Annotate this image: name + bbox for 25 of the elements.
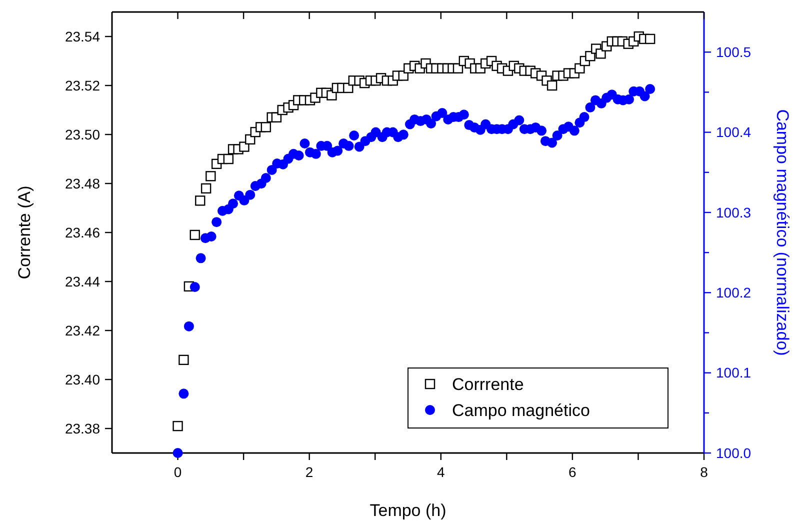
y-tick-label: 23.54 [64, 28, 100, 44]
y2-axis-title: Campo magnético (normalizado) [773, 109, 792, 356]
y-tick-label: 23.52 [64, 77, 100, 94]
y-axis-title: Corrente (A) [15, 186, 34, 280]
y-tick-label: 23.50 [64, 126, 100, 142]
legend-label: Corrrente [452, 374, 524, 394]
x-tick-label: 8 [700, 464, 708, 480]
x-tick-label: 6 [568, 464, 577, 480]
y2-tick-label: 100.0 [716, 444, 752, 461]
y2-tick-label: 100.4 [716, 124, 752, 140]
y-tick-label: 23.48 [64, 175, 100, 192]
y2-tick-label: 100.2 [716, 284, 752, 301]
y-tick-label: 23.44 [64, 273, 100, 290]
y2-tick-label: 100.5 [716, 44, 752, 60]
x-tick-label: 4 [436, 464, 445, 480]
y-tick-label: 23.42 [64, 322, 100, 338]
y-tick-label: 23.46 [64, 224, 100, 240]
x-tick-label: 2 [305, 464, 314, 480]
x-axis-title: Tempo (h) [370, 501, 446, 520]
y2-tick-label: 100.3 [716, 204, 752, 220]
legend-label: Campo magnético [452, 400, 590, 420]
y2-tick-label: 100.1 [716, 364, 752, 381]
y-tick-label: 23.40 [64, 371, 100, 388]
y-tick-label: 23.38 [64, 420, 100, 436]
x-tick-label: 0 [174, 464, 182, 480]
